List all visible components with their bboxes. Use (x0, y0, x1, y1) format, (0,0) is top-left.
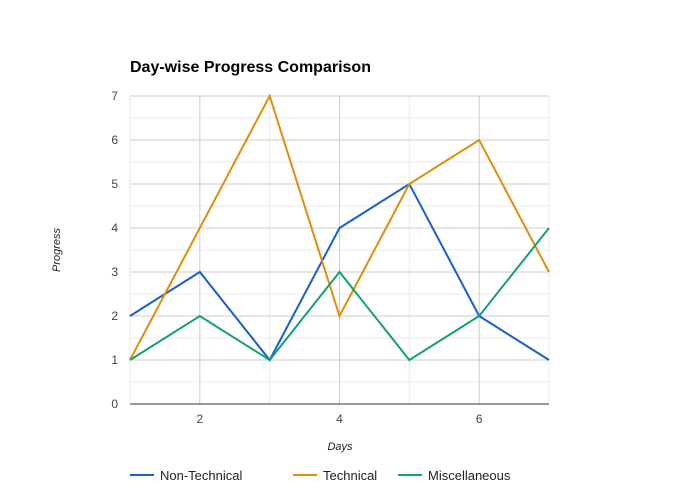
x-tick-label: 4 (336, 412, 343, 426)
y-tick-label: 1 (111, 353, 118, 367)
chart-legend: Non-Technical Technical Miscellaneous (130, 468, 511, 483)
x-tick-label: 2 (196, 412, 203, 426)
legend-label-non-technical: Non-Technical (160, 468, 242, 483)
legend-label-miscellaneous: Miscellaneous (428, 468, 511, 483)
chart-title: Day-wise Progress Comparison (130, 59, 371, 76)
chart-axes: 0 1 2 3 4 5 6 7 2 4 6 (111, 89, 549, 426)
series-line-miscellaneous (129, 227, 550, 362)
y-tick-label: 4 (111, 221, 118, 235)
y-tick-label: 2 (111, 309, 118, 323)
y-tick-label: 7 (111, 89, 118, 103)
y-tick-label: 0 (111, 397, 118, 411)
y-tick-label: 5 (111, 177, 118, 191)
legend-label-technical: Technical (323, 468, 377, 483)
y-tick-label: 3 (111, 265, 118, 279)
y-axis-title: Progress (51, 227, 63, 272)
y-tick-label: 6 (111, 133, 118, 147)
chart-series (129, 93, 550, 362)
series-line-technical (129, 93, 550, 361)
chart-grid (129, 95, 550, 404)
x-tick-label: 6 (476, 412, 483, 426)
x-axis-title: Days (327, 441, 353, 453)
